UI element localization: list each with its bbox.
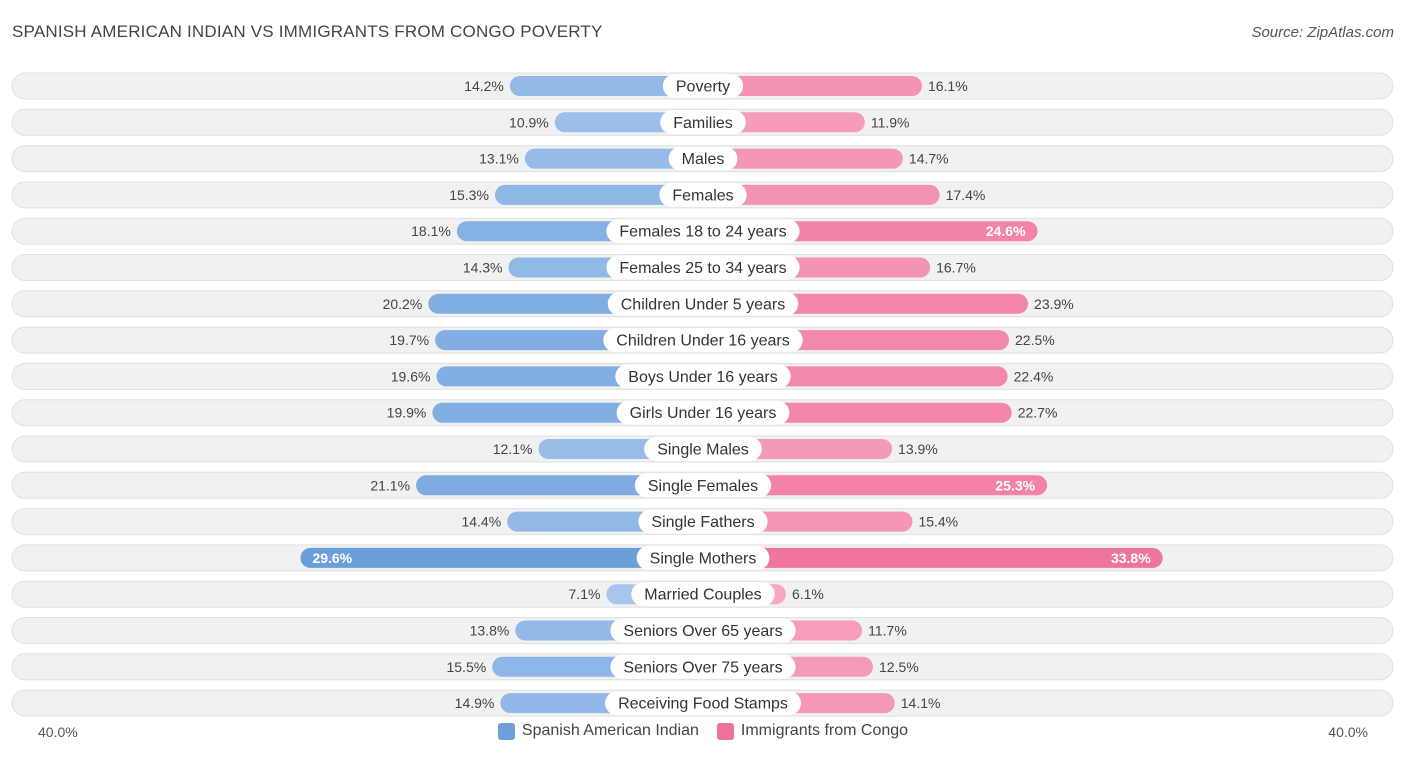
- value-label-immigrants-from-congo: 11.9%: [871, 114, 910, 130]
- value-label-immigrants-from-congo: 16.1%: [928, 78, 968, 94]
- value-label-spanish-american-indian: 13.8%: [470, 623, 510, 639]
- value-label-spanish-american-indian: 13.1%: [479, 151, 519, 167]
- value-label-immigrants-from-congo: 15.4%: [918, 514, 958, 530]
- bar-immigrants-from-congo: [703, 76, 922, 96]
- category-pill: [660, 110, 746, 135]
- category-label: Children Under 16 years: [616, 333, 789, 350]
- category-pill: [644, 437, 762, 461]
- value-label-immigrants-from-congo: 23.9%: [1034, 296, 1074, 312]
- bar-spanish-american-indian: [300, 547, 703, 568]
- value-label-immigrants-from-congo: 11.7%: [868, 623, 907, 639]
- category-pill: [603, 328, 803, 353]
- value-label-spanish-american-indian: 14.9%: [455, 695, 495, 711]
- category-pill: [610, 618, 796, 643]
- source-credit: Source: ZipAtlas.com: [1251, 24, 1394, 41]
- value-label-spanish-american-indian: 20.2%: [383, 296, 423, 312]
- legend-item-spanish-american-indian[interactable]: Spanish American Indian: [497, 722, 699, 740]
- category-pill: [662, 74, 744, 98]
- value-label-spanish-american-indian: 10.9%: [509, 114, 549, 130]
- diverging-bar-chart: 14.2% 16.1% Poverty 10.9% 11.9% Families 13.1%…: [11, 72, 1394, 717]
- legend: Spanish American Indian Immigrants from …: [0, 722, 1406, 740]
- category-pill: [634, 473, 772, 498]
- value-label-spanish-american-indian: 19.6%: [391, 368, 431, 384]
- bar-immigrants-from-congo: [703, 148, 903, 169]
- bar-immigrants-from-congo: [703, 475, 1048, 496]
- value-label-immigrants-from-congo: 22.7%: [1018, 405, 1058, 421]
- bar-spanish-american-indian: [494, 184, 703, 205]
- category-label: Boys Under 16 years: [628, 369, 777, 386]
- value-label-immigrants-from-congo: 14.7%: [909, 151, 949, 167]
- bar-spanish-american-indian: [509, 76, 703, 96]
- category-pill: [607, 291, 799, 316]
- value-label-spanish-american-indian: 18.1%: [411, 223, 451, 239]
- legend-label: Immigrants from Congo: [740, 722, 909, 739]
- value-label-immigrants-from-congo: 22.4%: [1014, 368, 1054, 384]
- category-pill: [610, 654, 796, 679]
- category-label: Poverty: [676, 79, 730, 96]
- value-label-spanish-american-indian: 19.9%: [387, 405, 427, 421]
- value-label-immigrants-from-congo: 13.9%: [898, 441, 938, 457]
- category-pill: [636, 545, 770, 570]
- category-label: Single Females: [648, 478, 758, 495]
- category-label: Children Under 5 years: [621, 296, 786, 313]
- category-pill: [606, 219, 800, 244]
- bar-spanish-american-indian: [524, 148, 703, 169]
- value-label-immigrants-from-congo: 25.3%: [995, 477, 1035, 493]
- category-pill: [606, 255, 800, 280]
- value-label-immigrants-from-congo: 33.8%: [1111, 550, 1151, 566]
- value-label-immigrants-from-congo: 24.6%: [986, 223, 1026, 239]
- value-label-immigrants-from-congo: 14.1%: [901, 695, 941, 711]
- category-label: Seniors Over 65 years: [623, 623, 782, 640]
- category-pill: [631, 582, 775, 607]
- category-label: Single Mothers: [650, 550, 757, 567]
- value-label-spanish-american-indian: 15.5%: [446, 659, 486, 675]
- category-pill: [616, 400, 790, 425]
- bar-spanish-american-indian: [416, 475, 703, 496]
- category-label: Married Couples: [644, 587, 761, 604]
- value-label-immigrants-from-congo: 17.4%: [946, 187, 986, 203]
- axis-right-label: 40.0%: [1328, 724, 1368, 740]
- value-label-spanish-american-indian: 21.1%: [370, 477, 410, 493]
- bar-immigrants-from-congo: [703, 184, 940, 205]
- category-label: Seniors Over 75 years: [623, 659, 782, 676]
- category-pill: [605, 691, 801, 716]
- category-label: Single Males: [657, 442, 749, 459]
- value-label-spanish-american-indian: 7.1%: [569, 586, 601, 602]
- category-pill: [638, 509, 768, 534]
- value-label-immigrants-from-congo: 6.1%: [792, 586, 824, 602]
- category-label: Girls Under 16 years: [630, 405, 777, 422]
- chart-title: SPANISH AMERICAN INDIAN VS IMMIGRANTS FR…: [12, 22, 603, 41]
- value-label-immigrants-from-congo: 16.7%: [936, 260, 976, 276]
- legend-item-immigrants-from-congo[interactable]: Immigrants from Congo: [716, 722, 909, 740]
- category-label: Females 18 to 24 years: [619, 224, 786, 241]
- legend-swatch: [716, 722, 734, 740]
- value-label-immigrants-from-congo: 22.5%: [1015, 332, 1055, 348]
- category-label: Females 25 to 34 years: [619, 260, 786, 277]
- legend-swatch: [497, 722, 515, 740]
- category-label: Males: [682, 151, 725, 168]
- category-pill: [615, 364, 791, 389]
- bar-immigrants-from-congo: [703, 547, 1163, 568]
- category-label: Receiving Food Stamps: [618, 696, 788, 713]
- category-pill: [659, 182, 747, 207]
- value-label-spanish-american-indian: 12.1%: [493, 441, 533, 457]
- value-label-spanish-american-indian: 14.4%: [461, 514, 501, 530]
- axis-left-label: 40.0%: [38, 724, 78, 740]
- category-pill: [668, 146, 738, 171]
- value-label-spanish-american-indian: 15.3%: [449, 187, 489, 203]
- category-label: Single Fathers: [651, 514, 754, 531]
- category-label: Females: [672, 187, 733, 204]
- category-label: Families: [673, 115, 733, 132]
- value-label-spanish-american-indian: 14.3%: [463, 260, 503, 276]
- legend-label: Spanish American Indian: [521, 722, 699, 739]
- value-label-spanish-american-indian: 14.2%: [464, 78, 504, 94]
- value-label-spanish-american-indian: 29.6%: [312, 550, 352, 566]
- value-label-spanish-american-indian: 19.7%: [389, 332, 429, 348]
- value-label-immigrants-from-congo: 12.5%: [879, 659, 919, 675]
